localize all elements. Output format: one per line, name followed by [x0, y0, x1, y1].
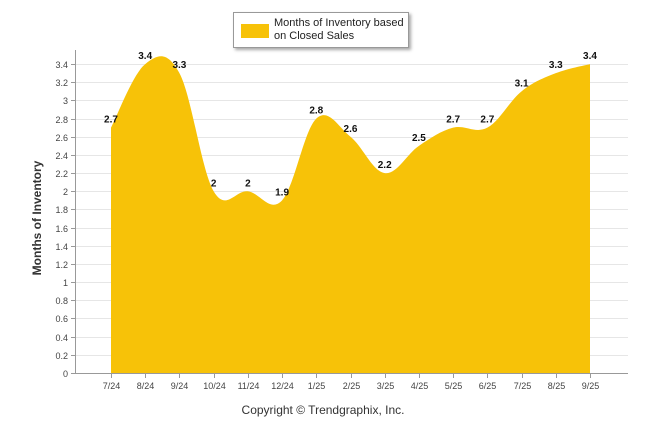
- x-tick-label: 11/24: [238, 381, 260, 391]
- data-labels: 2.7 3.4 3.3 2 2 1.9 2.8 2.6 2.2 2.5 2.7 2.7 3.1 3.3 3.…: [104, 51, 597, 198]
- y-tick-label: 1.2: [55, 260, 68, 270]
- data-label: 3.4: [138, 51, 152, 62]
- y-tick-label: 3.2: [55, 78, 68, 88]
- x-tick-label: 5/25: [445, 381, 463, 391]
- data-label: 3.4: [583, 51, 597, 62]
- data-label: 2: [211, 178, 217, 189]
- x-tick-label: 7/24: [103, 381, 121, 391]
- x-tick-label: 9/24: [171, 381, 189, 391]
- y-axis-title: Months of Inventory: [30, 160, 44, 275]
- x-tick-label: 6/25: [479, 381, 497, 391]
- x-tick-label: 1/25: [308, 381, 326, 391]
- y-tick-label: 0: [63, 369, 68, 379]
- y-tick-label: 2.4: [55, 151, 68, 161]
- y-tick-label: 3: [63, 96, 68, 106]
- data-label: 2.2: [378, 160, 392, 171]
- area-fill: [111, 56, 590, 374]
- data-label: 3.3: [549, 60, 563, 71]
- y-tick-label: 0.8: [55, 296, 68, 306]
- y-tick-label: 2.2: [55, 169, 68, 179]
- y-tick-label: 0.6: [55, 314, 68, 324]
- data-label: 2.7: [480, 115, 494, 126]
- y-tick-label: 2.6: [55, 133, 68, 143]
- x-tick-label: 4/25: [411, 381, 429, 391]
- copyright-text: Copyright © Trendgraphix, Inc.: [241, 403, 405, 417]
- y-tick-label: 1.8: [55, 205, 68, 215]
- data-label: 2.5: [412, 133, 426, 144]
- x-tick-label: 12/24: [271, 381, 294, 391]
- data-label: 3.3: [172, 60, 186, 71]
- y-tick-label: 0.4: [55, 333, 68, 343]
- y-tick-label: 1: [63, 278, 68, 288]
- data-label: 1.9: [275, 187, 289, 198]
- legend: Months of Inventory based on Closed Sale…: [233, 12, 409, 48]
- data-label: 2.7: [104, 115, 118, 126]
- y-tick-label: 0.2: [55, 351, 68, 361]
- data-label: 2.6: [344, 124, 358, 135]
- data-label: 2.8: [309, 106, 323, 117]
- data-label: 2: [245, 178, 251, 189]
- x-tick-label: 2/25: [343, 381, 361, 391]
- x-axis: 7/24 8/24 9/24 10/24 11/24 12/24 1/25 2/25 3/25 4…: [75, 373, 628, 391]
- legend-swatch: [241, 24, 269, 38]
- legend-label: Months of Inventory based on Closed Sale…: [274, 17, 404, 42]
- area-series: [111, 56, 590, 374]
- data-label: 2.7: [446, 115, 460, 126]
- x-tick-label: 7/25: [514, 381, 532, 391]
- x-tick-label: 9/25: [582, 381, 600, 391]
- x-tick-label: 10/24: [203, 381, 226, 391]
- y-tick-label: 1.6: [55, 224, 68, 234]
- y-axis: 0 0.2 0.4 0.6 0.8 1 1.2 1.4 1.6 1.8 2 2.2 2.4 2.6 2.8 3…: [55, 50, 76, 379]
- y-tick-label: 2: [63, 187, 68, 197]
- x-tick-label: 8/25: [548, 381, 566, 391]
- x-tick-label: 8/24: [137, 381, 155, 391]
- y-tick-label: 1.4: [55, 242, 68, 252]
- y-tick-label: 2.8: [55, 115, 68, 125]
- x-tick-label: 3/25: [377, 381, 395, 391]
- data-label: 3.1: [515, 78, 529, 89]
- y-tick-label: 3.4: [55, 60, 68, 70]
